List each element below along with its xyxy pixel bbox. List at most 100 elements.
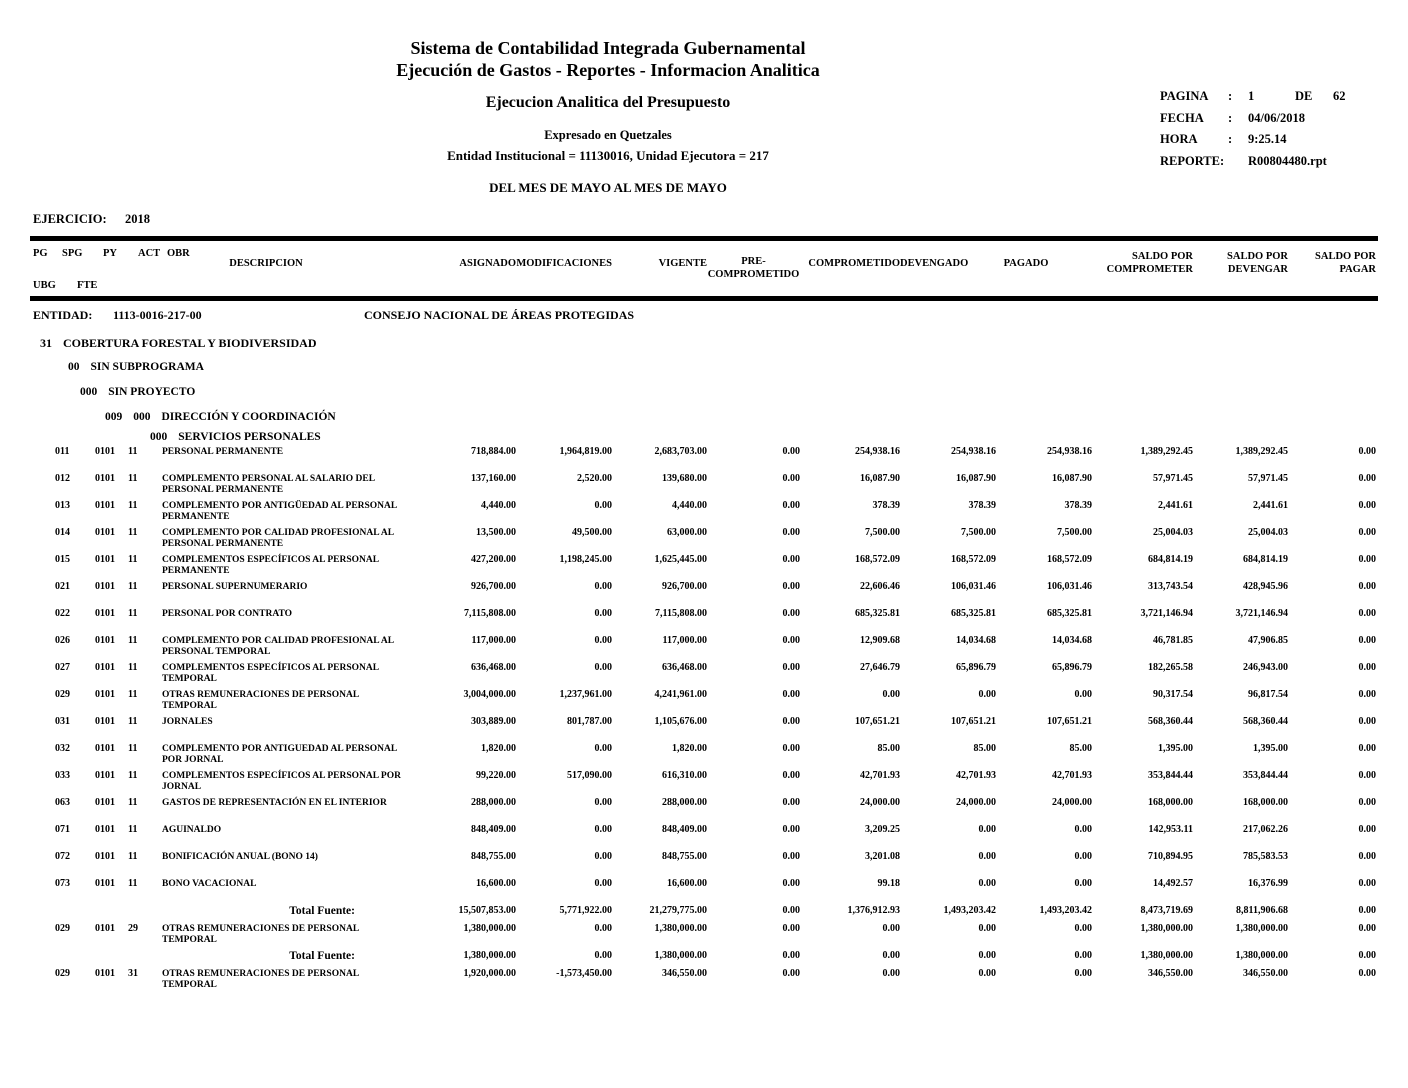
cell-vigente: 616,310.00 <box>662 770 707 781</box>
cell-saldo-pagar: 0.00 <box>1358 905 1377 916</box>
row-code: 029 <box>55 689 70 700</box>
col-vigente: VIGENTE <box>658 258 707 269</box>
col-pre-line1: PRE- <box>741 256 766 267</box>
cell-saldo-comprometer: 90,317.54 <box>1153 689 1193 700</box>
col-saldo-devengar-line2: DEVENGAR <box>1227 264 1288 275</box>
cell-asignado: 15,507,853.00 <box>458 905 517 916</box>
cell-saldo-devengar: 96,817.54 <box>1248 689 1288 700</box>
table-row: 012 0101 11 COMPLEMENTO PERSONAL AL SALA… <box>0 473 1408 500</box>
hora-value: 9:25.14 <box>1248 132 1287 146</box>
cell-saldo-pagar: 0.00 <box>1358 527 1377 538</box>
table-row: 072 0101 11 BONIFICACIÓN ANUAL (BONO 14)… <box>0 851 1408 878</box>
row-ubg: 0101 <box>95 446 115 457</box>
table-row: 073 0101 11 BONO VACACIONAL 16,600.00 0.… <box>0 878 1408 905</box>
cell-vigente: 4,440.00 <box>672 500 707 511</box>
row-ubg: 0101 <box>95 968 115 979</box>
cell-pagado: 0.00 <box>1074 824 1093 835</box>
cell-asignado: 3,004,000.00 <box>463 689 517 700</box>
cell-saldo-pagar: 0.00 <box>1358 878 1377 889</box>
row-desc: COMPLEMENTOS ESPECÍFICOS AL PERSONAL PER… <box>162 555 380 576</box>
cell-saldo-pagar: 0.00 <box>1358 635 1377 646</box>
cell-pagado: 7,500.00 <box>1057 527 1092 538</box>
cell-pre-comprometido: 0.00 <box>782 500 801 511</box>
cell-devengado: 0.00 <box>978 968 997 979</box>
row-ubg: 0101 <box>95 662 115 673</box>
cell-asignado: 926,700.00 <box>471 581 516 592</box>
ejercicio-label: EJERCICIO: <box>33 212 107 226</box>
cell-saldo-devengar: 346,550.00 <box>1243 968 1288 979</box>
cell-modificaciones: -1,573,450.00 <box>556 968 612 979</box>
cell-saldo-devengar: 1,389,292.45 <box>1235 446 1289 457</box>
row-fte: 11 <box>128 446 138 457</box>
report-subtitle-entity: Entidad Institucional = 11130016, Unidad… <box>447 148 769 163</box>
table-row: 071 0101 11 AGUINALDO 848,409.00 0.00 84… <box>0 824 1408 851</box>
pagina-value: 1 <box>1248 89 1255 103</box>
cell-devengado: 0.00 <box>978 878 997 889</box>
row-ubg: 0101 <box>95 689 115 700</box>
cell-asignado: 137,160.00 <box>471 473 516 484</box>
cell-saldo-comprometer: 353,844.44 <box>1148 770 1193 781</box>
row-code: 072 <box>55 851 70 862</box>
cell-pagado: 42,701.93 <box>1052 770 1092 781</box>
meta-hora-row: HORA: 9:25.14 <box>1160 129 1346 151</box>
report-subtitle-currency: Expresado en Quetzales <box>544 128 672 142</box>
cell-pre-comprometido: 0.00 <box>782 968 801 979</box>
reporte-label: REPORTE: <box>1160 153 1225 168</box>
row-desc: BONO VACACIONAL <box>162 879 257 889</box>
cell-asignado: 848,409.00 <box>471 824 516 835</box>
cell-pre-comprometido: 0.00 <box>782 797 801 808</box>
cell-saldo-pagar: 0.00 <box>1358 968 1377 979</box>
row-ubg: 0101 <box>95 716 115 727</box>
cell-vigente: 1,625,445.00 <box>654 554 708 565</box>
cell-comprometido: 7,500.00 <box>865 527 900 538</box>
row-desc: COMPLEMENTO POR ANTIGUEDAD AL PERSONAL P… <box>162 744 398 765</box>
cell-vigente: 848,409.00 <box>662 824 707 835</box>
row-fte: 11 <box>128 770 138 781</box>
cell-devengado: 1,493,203.42 <box>943 905 997 916</box>
row-code: 031 <box>55 716 70 727</box>
cell-asignado: 303,889.00 <box>471 716 516 727</box>
cell-saldo-devengar: 568,360.44 <box>1243 716 1288 727</box>
cell-vigente: 926,700.00 <box>662 581 707 592</box>
cell-saldo-comprometer: 1,380,000.00 <box>1140 923 1194 934</box>
cell-vigente: 63,000.00 <box>667 527 707 538</box>
cell-comprometido: 0.00 <box>882 923 901 934</box>
program-label: COBERTURA FORESTAL Y BIODIVERSIDAD <box>63 336 317 350</box>
cell-pagado: 107,651.21 <box>1047 716 1092 727</box>
row-desc: COMPLEMENTO POR ANTIGÜEDAD AL PERSONAL P… <box>162 501 398 522</box>
col-saldo-devengar: SALDO POR DEVENGAR <box>1193 244 1288 281</box>
cell-pre-comprometido: 0.00 <box>782 905 801 916</box>
meta-pagina-row: PAGINA: 1 DE 62 <box>1160 86 1346 108</box>
cell-comprometido: 3,209.25 <box>865 824 900 835</box>
cell-modificaciones: 5,771,922.00 <box>559 905 613 916</box>
row-desc: AGUINALDO <box>162 825 222 835</box>
hierarchy-group: 000 SERVICIOS PERSONALES <box>0 431 1408 443</box>
cell-pre-comprometido: 0.00 <box>782 851 801 862</box>
cell-vigente: 117,000.00 <box>662 635 707 646</box>
cell-saldo-devengar: 246,943.00 <box>1243 662 1288 673</box>
cell-comprometido: 0.00 <box>882 950 901 961</box>
cell-modificaciones: 0.00 <box>594 608 613 619</box>
row-desc: JORNALES <box>162 717 213 727</box>
report-title-line3: Ejecucion Analitica del Presupuesto <box>485 94 731 111</box>
cell-devengado: 378.39 <box>968 500 997 511</box>
cell-modificaciones: 0.00 <box>594 878 613 889</box>
cell-vigente: 1,380,000.00 <box>654 923 708 934</box>
fecha-label: FECHA <box>1160 110 1204 125</box>
table-row: 013 0101 11 COMPLEMENTO POR ANTIGÜEDAD A… <box>0 500 1408 527</box>
cell-comprometido: 99.18 <box>877 878 901 889</box>
cell-saldo-pagar: 0.00 <box>1358 500 1377 511</box>
project-label: SIN PROYECTO <box>108 386 196 398</box>
divider-bar-top <box>30 236 1378 241</box>
row-fte: 11 <box>128 527 138 538</box>
table-row: 029 0101 11 OTRAS REMUNERACIONES DE PERS… <box>0 689 1408 716</box>
cell-saldo-comprometer: 142,953.11 <box>1148 824 1193 835</box>
subprogram-code: 00 <box>68 361 80 373</box>
row-fte: 11 <box>128 554 138 565</box>
group-label: SERVICIOS PERSONALES <box>178 431 321 443</box>
cell-modificaciones: 49,500.00 <box>572 527 612 538</box>
cell-comprometido: 0.00 <box>882 968 901 979</box>
cell-saldo-pagar: 0.00 <box>1358 770 1377 781</box>
cell-vigente: 636,468.00 <box>662 662 707 673</box>
cell-vigente: 7,115,808.00 <box>655 608 707 619</box>
